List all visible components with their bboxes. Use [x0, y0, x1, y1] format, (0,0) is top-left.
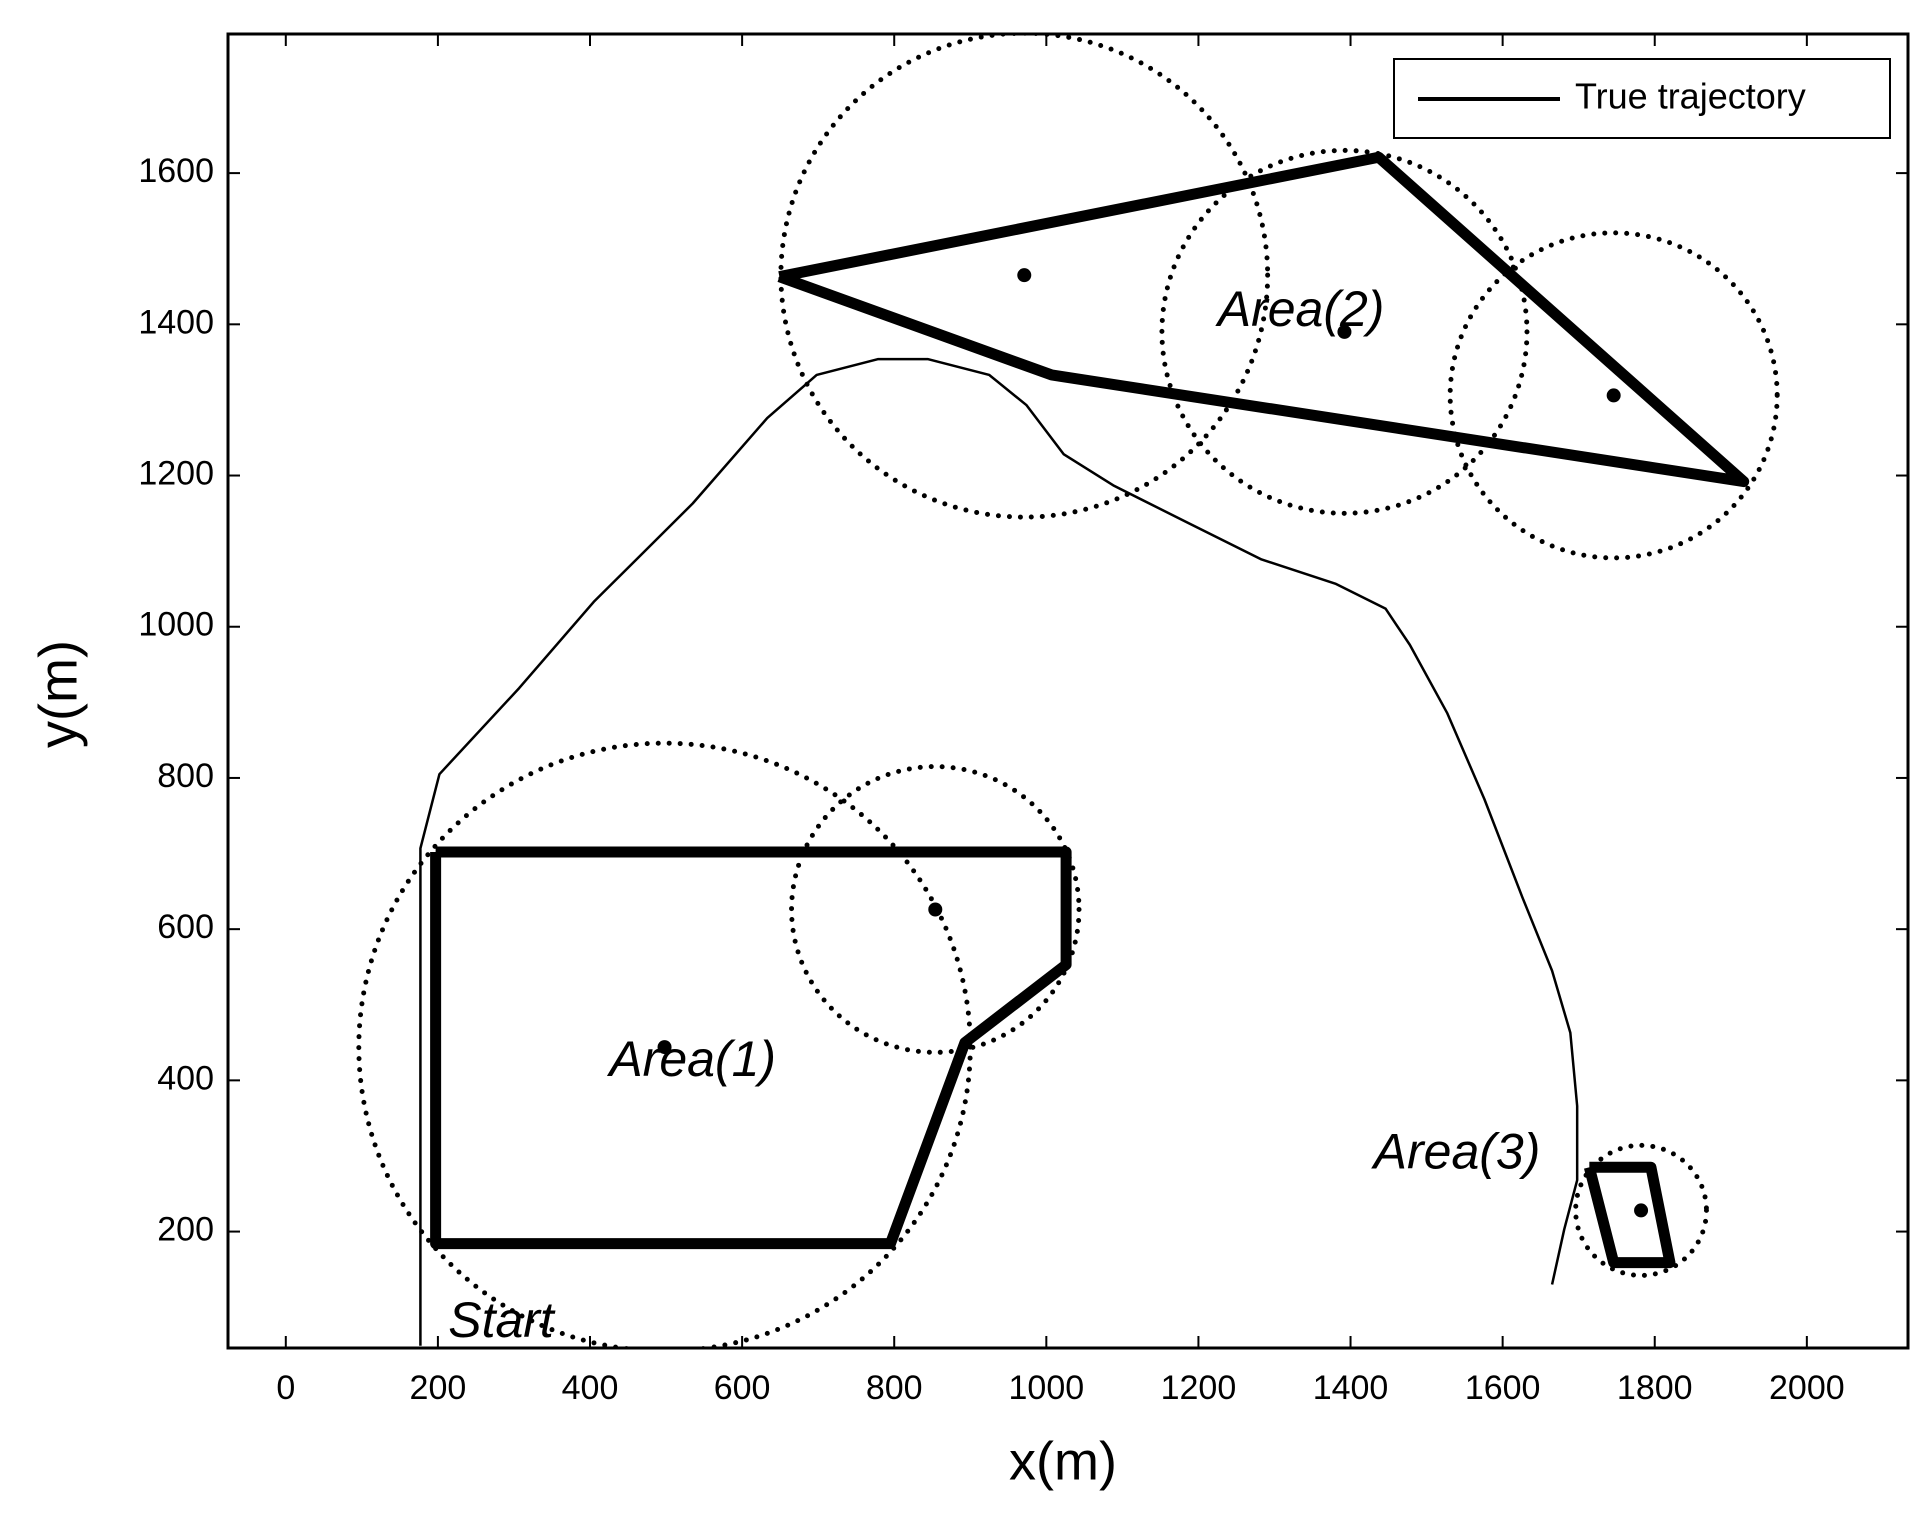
y-tick-label: 1600 [138, 152, 214, 190]
center-dot [1017, 268, 1032, 283]
x-tick-label: 1600 [1465, 1369, 1541, 1407]
y-tick-label: 1200 [138, 455, 214, 493]
x-tick-label: 400 [562, 1369, 619, 1407]
y-tick-label: 1400 [138, 303, 214, 341]
center-dot [657, 1040, 672, 1055]
annotation: Start [448, 1292, 556, 1348]
area-polygon [430, 846, 1072, 1250]
x-tick-label: 1400 [1313, 1369, 1389, 1407]
x-tick-label: 0 [276, 1369, 295, 1407]
legend-label: True trajectory [1575, 76, 1806, 117]
area-polygon [777, 151, 1750, 488]
x-tick-label: 1800 [1617, 1369, 1693, 1407]
y-tick-label: 200 [157, 1211, 214, 1249]
plot-area [356, 34, 1780, 1348]
y-tick-label: 400 [157, 1059, 214, 1097]
annotation: Area(2) [1215, 281, 1385, 337]
range-circle [778, 34, 1271, 520]
area-polygon [1584, 1161, 1676, 1269]
y-axis-label: y(m) [28, 640, 88, 748]
x-tick-label: 2000 [1769, 1369, 1845, 1407]
x-tick-label: 200 [410, 1369, 467, 1407]
x-axis-label: x(m) [1009, 1431, 1117, 1491]
range-circle [1159, 147, 1530, 516]
x-tick-label: 1000 [1009, 1369, 1085, 1407]
y-tick-label: 800 [157, 757, 214, 795]
center-dot [928, 902, 943, 917]
y-tick-label: 600 [157, 908, 214, 946]
center-dot [1606, 388, 1621, 403]
range-circle [789, 764, 1082, 1055]
y-tick-label: 1000 [138, 606, 214, 644]
center-dot [1337, 324, 1352, 339]
x-tick-label: 600 [714, 1369, 771, 1407]
plot-frame [226, 32, 1910, 1350]
range-circle [1573, 1142, 1709, 1278]
x-tick-label: 800 [866, 1369, 923, 1407]
x-tick-label: 1200 [1161, 1369, 1237, 1407]
range-circle [356, 740, 973, 1348]
range-circle [1447, 230, 1780, 561]
annotation: Area(3) [1371, 1123, 1541, 1179]
annotation: Area(1) [606, 1031, 776, 1087]
center-dot [1634, 1203, 1649, 1218]
trajectory-line [419, 357, 1579, 1346]
